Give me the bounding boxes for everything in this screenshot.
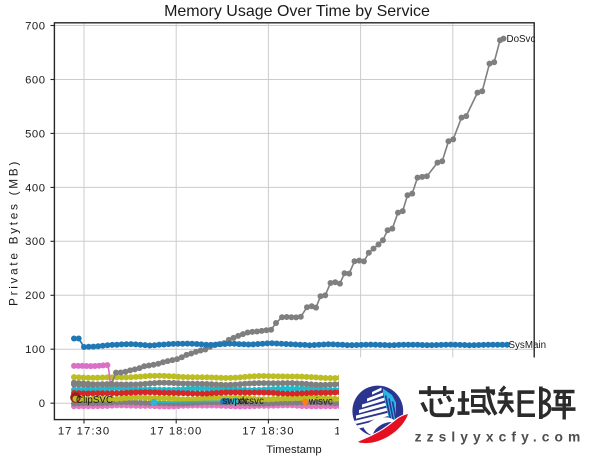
svg-text:500: 500: [25, 128, 45, 140]
svg-text:SysMain: SysMain: [509, 340, 547, 351]
svg-text:300: 300: [25, 236, 45, 248]
svg-text:wisvc: wisvc: [308, 397, 333, 408]
svg-text:Private Bytes (MB): Private Bytes (MB): [7, 159, 21, 306]
svg-text:Memory Usage Over Time by Serv: Memory Usage Over Time by Service: [164, 3, 430, 20]
svg-text:17 18:30: 17 18:30: [242, 426, 294, 438]
svg-text:swprv: swprv: [223, 396, 249, 407]
svg-text:700: 700: [25, 20, 45, 32]
svg-text:ClipSVC: ClipSVC: [76, 395, 113, 406]
svg-text:dcsvc: dcsvc: [239, 396, 264, 407]
svg-text:100: 100: [25, 344, 45, 356]
svg-text:Timestamp: Timestamp: [266, 444, 321, 456]
svg-text:0: 0: [39, 398, 46, 410]
svg-text:zzslyyxcfy.com: zzslyyxcfy.com: [415, 430, 586, 445]
svg-text:200: 200: [25, 290, 45, 302]
svg-text:600: 600: [25, 74, 45, 86]
svg-text:17 18:00: 17 18:00: [150, 426, 202, 438]
svg-text:DoSvc: DoSvc: [507, 34, 536, 45]
svg-text:17 17:30: 17 17:30: [58, 426, 110, 438]
svg-text:400: 400: [25, 182, 45, 194]
